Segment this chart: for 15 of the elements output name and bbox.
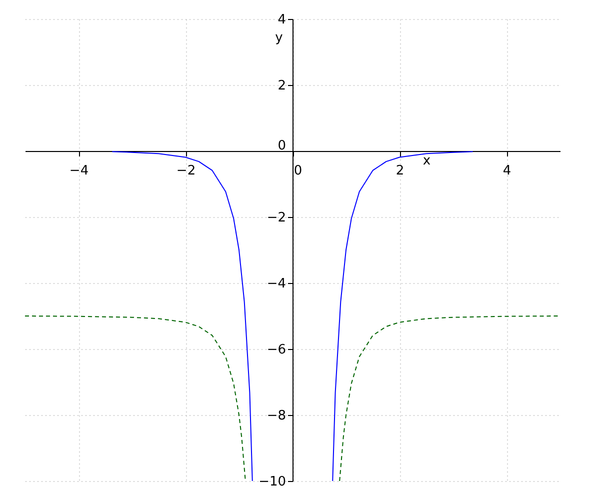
y-tick-label: −6 <box>266 342 286 358</box>
y-axis-title: y <box>275 30 284 46</box>
y-tick-label: 4 <box>278 12 286 28</box>
x-tick-label: 2 <box>396 164 404 178</box>
x-axis-title: x <box>422 154 431 168</box>
x-tick-label: −2 <box>176 164 196 178</box>
y-tick-label: 2 <box>278 78 286 94</box>
y-tick-label: −10 <box>258 474 286 490</box>
x-tick-label: 0 <box>294 164 302 178</box>
x-tick-label: −4 <box>69 164 89 178</box>
y-tick-label: −2 <box>266 210 286 226</box>
y-tick-label: −4 <box>266 276 286 292</box>
y-tick-label: −8 <box>266 408 286 424</box>
y-tick-label: 0 <box>278 138 286 154</box>
x-tick-label: 4 <box>502 164 512 178</box>
